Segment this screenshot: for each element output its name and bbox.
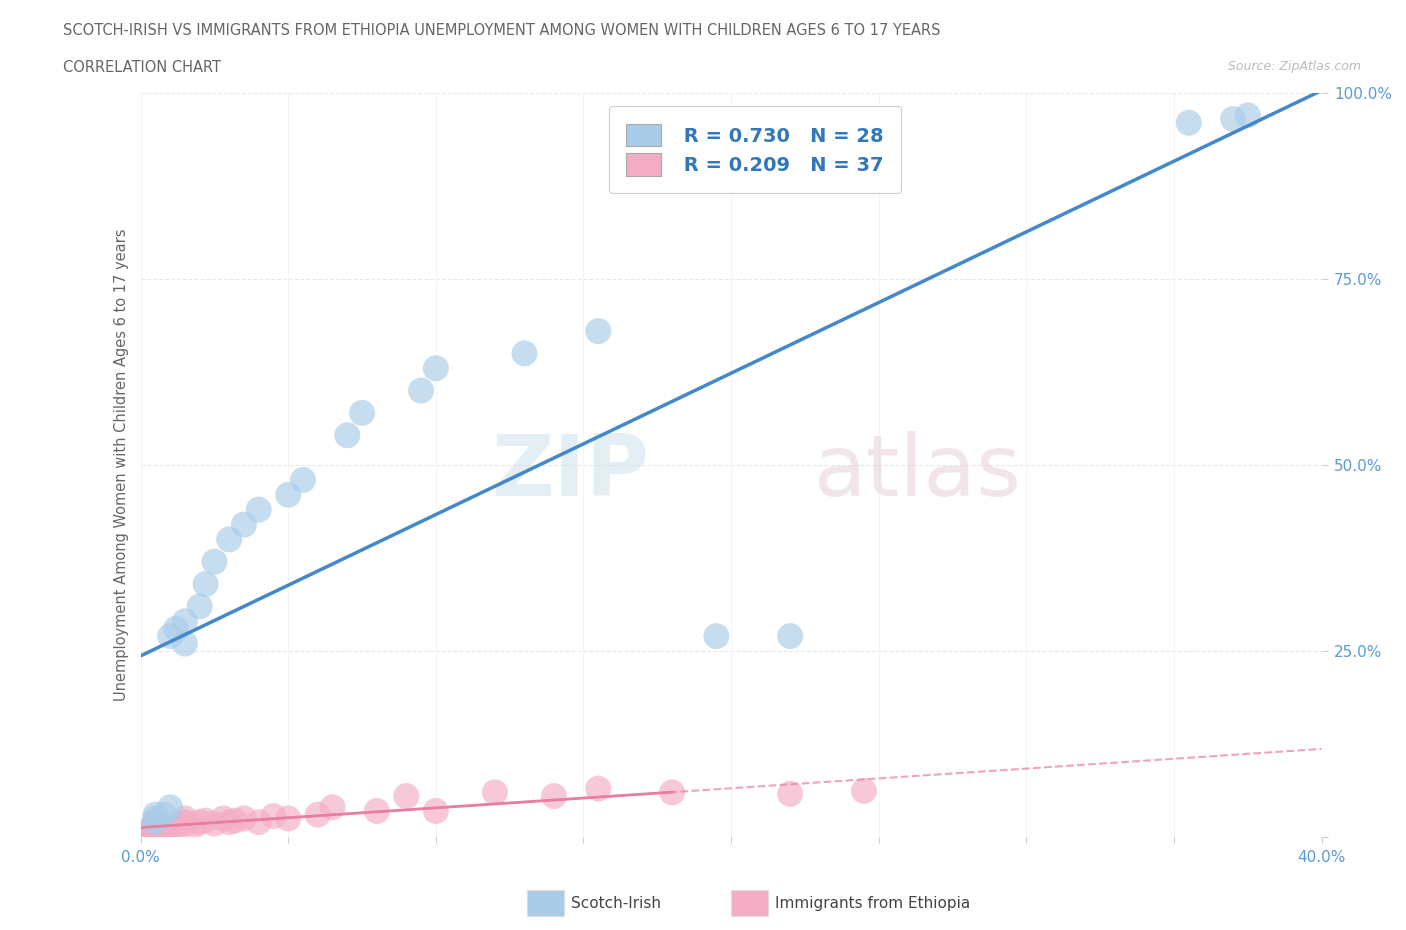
Point [150, 824, 173, 839]
Point [292, 472, 315, 487]
Point [129, 826, 152, 841]
Point [336, 428, 359, 443]
Point [277, 487, 299, 502]
Text: Source: ZipAtlas.com: Source: ZipAtlas.com [1227, 60, 1361, 73]
Point [174, 817, 197, 831]
Point [159, 800, 181, 815]
Point [779, 787, 801, 802]
Text: Scotch-Irish: Scotch-Irish [571, 897, 661, 911]
Point [145, 811, 166, 826]
Point [218, 532, 240, 547]
Point [425, 804, 447, 818]
Text: CORRELATION CHART: CORRELATION CHART [63, 60, 221, 75]
Point [233, 811, 256, 826]
Point [366, 804, 388, 818]
Point [202, 817, 225, 831]
Point [588, 781, 610, 796]
Point [395, 789, 418, 804]
Point [132, 826, 155, 841]
Point [484, 785, 506, 800]
Point [174, 614, 197, 629]
Point [224, 813, 246, 828]
Point [411, 383, 433, 398]
Point [307, 807, 329, 822]
Point [212, 811, 235, 826]
Point [779, 629, 801, 644]
Point [145, 818, 166, 833]
Point [321, 800, 344, 815]
Point [145, 820, 166, 835]
Point [174, 811, 197, 826]
Point [194, 577, 217, 591]
Point [183, 818, 205, 833]
Point [159, 629, 181, 644]
Point [188, 599, 211, 614]
Point [852, 783, 875, 798]
Point [174, 815, 197, 830]
Point [1178, 115, 1201, 130]
Point [247, 815, 270, 830]
Point [543, 789, 565, 804]
Point [188, 815, 211, 830]
Point [661, 785, 683, 800]
Point [262, 809, 284, 824]
Point [218, 815, 240, 830]
Point [1237, 108, 1260, 123]
Text: ZIP: ZIP [491, 431, 648, 514]
Point [247, 502, 270, 517]
Text: SCOTCH-IRISH VS IMMIGRANTS FROM ETHIOPIA UNEMPLOYMENT AMONG WOMEN WITH CHILDREN : SCOTCH-IRISH VS IMMIGRANTS FROM ETHIOPIA… [63, 23, 941, 38]
Point [704, 629, 728, 644]
Point [159, 822, 181, 837]
Point [352, 405, 374, 420]
Point [1222, 112, 1244, 126]
Point [425, 361, 447, 376]
Point [138, 822, 160, 837]
Point [145, 815, 166, 830]
Point [588, 324, 610, 339]
Point [153, 822, 176, 837]
Point [165, 621, 187, 636]
Point [165, 820, 187, 835]
Y-axis label: Unemployment Among Women with Children Ages 6 to 17 years: Unemployment Among Women with Children A… [114, 229, 129, 701]
Legend:  R = 0.730   N = 28,  R = 0.209   N = 37: R = 0.730 N = 28, R = 0.209 N = 37 [609, 106, 901, 193]
Point [159, 818, 181, 833]
Text: atlas: atlas [814, 431, 1022, 514]
Point [194, 813, 217, 828]
Point [513, 346, 536, 361]
Point [145, 807, 166, 822]
Point [277, 811, 299, 826]
Point [141, 824, 163, 839]
Point [202, 554, 225, 569]
Point [233, 517, 256, 532]
Point [135, 824, 157, 839]
Point [153, 807, 176, 822]
Point [174, 636, 197, 651]
Text: Immigrants from Ethiopia: Immigrants from Ethiopia [775, 897, 970, 911]
